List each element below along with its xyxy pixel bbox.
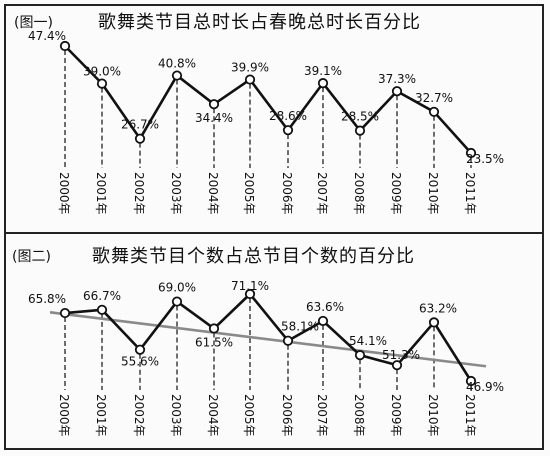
c2-category-label: 2000年 <box>57 394 71 437</box>
c2-data-label: 55.6% <box>121 355 159 369</box>
c2-series-line <box>64 292 473 382</box>
c1-category-label: 2004年 <box>206 172 220 215</box>
chart1-tag: (图一) <box>14 15 53 31</box>
c2-data-label: 61.5% <box>195 336 233 350</box>
c2-data-label: 54.1% <box>349 334 387 348</box>
c2-data-point <box>96 304 108 315</box>
c2-data-point <box>391 360 403 371</box>
c1-data-label: 32.7% <box>415 91 453 105</box>
c1-category-label: 2010年 <box>426 172 440 215</box>
c2-data-point <box>134 344 146 355</box>
c1-data-label: 34.4% <box>195 111 233 125</box>
chart2-title: 歌舞类节目个数占总节目个数的百分比 <box>92 246 415 267</box>
c2-data-label: 63.2% <box>419 301 457 315</box>
c1-data-label: 40.8% <box>158 57 196 71</box>
c2-category-label: 2006年 <box>280 394 294 437</box>
c1-data-point <box>354 125 366 136</box>
c1-category-label: 2003年 <box>169 172 183 215</box>
c1-data-label: 39.1% <box>304 64 342 78</box>
c1-category-label: 2008年 <box>352 172 366 215</box>
c2-data-point <box>244 288 256 300</box>
c2-trend-line <box>49 311 487 368</box>
c1-category-label: 2007年 <box>315 172 329 215</box>
c1-data-label: 39.9% <box>231 61 269 75</box>
c1-data-point <box>282 125 294 136</box>
c2-data-label: 71.1% <box>231 279 269 293</box>
c2-data-label: 63.6% <box>306 300 344 314</box>
c1-category-label: 2009年 <box>389 172 403 215</box>
c1-data-point <box>428 106 440 117</box>
c2-category-label: 2002年 <box>132 394 146 437</box>
c1-category-label: 2002年 <box>132 172 146 215</box>
c2-data-label: 66.7% <box>83 289 121 303</box>
c1-data-point <box>391 86 403 97</box>
c1-data-point <box>96 78 108 89</box>
c1-series-line <box>64 45 472 154</box>
c2-data-label: 46.9% <box>466 380 504 394</box>
c1-category-label: 2006年 <box>280 172 294 215</box>
c1-data-label: 26.7% <box>121 118 159 132</box>
figure-frame <box>4 4 544 450</box>
c2-data-point <box>465 375 477 387</box>
chart2-tag: (图二) <box>12 249 51 265</box>
c2-category-label: 2011年 <box>463 394 477 437</box>
c1-data-label: 39.0% <box>83 65 121 79</box>
c2-category-label: 2004年 <box>206 394 220 437</box>
c2-category-label: 2007年 <box>315 394 329 437</box>
c1-data-point <box>59 40 71 52</box>
c2-data-point <box>59 307 71 319</box>
c2-data-point <box>317 315 329 327</box>
c1-data-label: 23.5% <box>466 152 504 166</box>
c2-data-point <box>208 323 220 334</box>
c1-data-label: 28.5% <box>341 110 379 124</box>
c1-data-point <box>317 78 329 89</box>
c2-category-label: 2009年 <box>389 394 403 437</box>
panel-divider <box>4 232 544 234</box>
c2-data-point <box>171 296 183 307</box>
c2-data-label: 58.1% <box>281 320 319 334</box>
c1-data-point <box>208 99 220 110</box>
c2-data-label: 51.3% <box>382 348 420 362</box>
c1-data-point <box>465 147 477 159</box>
c1-data-point <box>134 133 146 144</box>
c2-data-label: 69.0% <box>158 281 196 295</box>
c2-data-point <box>354 350 366 361</box>
c2-category-label: 2003年 <box>169 394 183 437</box>
c2-category-label: 2001年 <box>94 394 108 437</box>
c1-data-label: 37.3% <box>378 72 416 86</box>
c2-data-point <box>428 317 440 328</box>
c2-category-label: 2008年 <box>352 394 366 437</box>
c1-category-label: 2011年 <box>463 172 477 215</box>
c2-category-label: 2010年 <box>426 394 440 437</box>
c1-category-label: 2001年 <box>94 172 108 215</box>
c1-data-label: 47.4% <box>28 29 66 43</box>
c1-category-label: 2005年 <box>242 172 256 215</box>
c1-data-point <box>244 74 256 85</box>
c1-category-label: 2000年 <box>57 172 71 215</box>
c2-category-label: 2005年 <box>242 394 256 437</box>
c1-data-label: 28.6% <box>269 109 307 123</box>
c1-data-point <box>171 70 183 81</box>
c2-data-label: 65.8% <box>28 292 66 306</box>
chart1-title: 歌舞类节目总时长占春晚总时长百分比 <box>98 12 421 33</box>
c2-data-point <box>282 335 294 346</box>
